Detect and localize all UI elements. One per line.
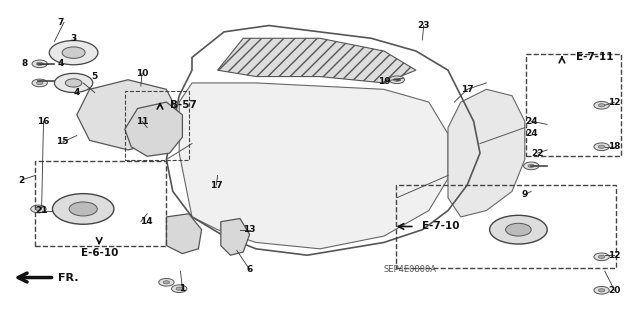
Circle shape <box>524 162 539 170</box>
Text: E-6-10: E-6-10 <box>81 248 118 258</box>
Circle shape <box>394 78 400 81</box>
Text: 17: 17 <box>210 181 223 189</box>
Polygon shape <box>77 80 179 150</box>
Circle shape <box>159 278 174 286</box>
Text: 20: 20 <box>608 286 621 295</box>
Text: E-7-11: E-7-11 <box>576 52 614 63</box>
Circle shape <box>594 101 609 109</box>
Circle shape <box>32 60 47 68</box>
Circle shape <box>490 215 547 244</box>
Text: 5: 5 <box>92 72 98 81</box>
Circle shape <box>598 255 605 258</box>
Circle shape <box>65 79 82 87</box>
Polygon shape <box>125 102 182 156</box>
Text: E-7-10: E-7-10 <box>422 221 460 232</box>
Circle shape <box>54 73 93 93</box>
Text: 21: 21 <box>35 206 48 215</box>
Text: 23: 23 <box>417 21 430 30</box>
Text: SEP4E0800A: SEP4E0800A <box>383 265 436 274</box>
Circle shape <box>598 289 605 292</box>
Circle shape <box>163 281 170 284</box>
Text: 4: 4 <box>74 88 80 97</box>
Text: 14: 14 <box>140 217 152 226</box>
Circle shape <box>528 164 534 167</box>
Polygon shape <box>166 214 202 254</box>
Circle shape <box>506 223 531 236</box>
Text: 16: 16 <box>37 117 50 126</box>
Text: B-57: B-57 <box>170 100 196 110</box>
Text: 17: 17 <box>461 85 474 94</box>
Text: 24: 24 <box>525 130 538 138</box>
Circle shape <box>594 143 609 151</box>
Text: 24: 24 <box>525 117 538 126</box>
Text: 12: 12 <box>608 251 621 260</box>
Text: 6: 6 <box>246 265 253 274</box>
Circle shape <box>594 253 609 261</box>
Text: 10: 10 <box>136 69 148 78</box>
Circle shape <box>389 76 404 84</box>
Text: 8: 8 <box>21 59 28 68</box>
Circle shape <box>62 47 85 58</box>
Circle shape <box>32 79 47 87</box>
Polygon shape <box>221 219 250 255</box>
Polygon shape <box>218 38 416 83</box>
Circle shape <box>36 81 43 85</box>
Polygon shape <box>179 83 448 249</box>
Text: 1: 1 <box>179 284 186 293</box>
Circle shape <box>49 41 98 65</box>
Text: 4: 4 <box>58 59 64 68</box>
Circle shape <box>598 104 605 107</box>
Text: 19: 19 <box>378 77 390 86</box>
Circle shape <box>69 202 97 216</box>
Text: 22: 22 <box>531 149 544 158</box>
Text: 7: 7 <box>58 18 64 27</box>
Circle shape <box>31 205 46 213</box>
Polygon shape <box>448 89 525 217</box>
Text: FR.: FR. <box>58 272 78 283</box>
Circle shape <box>35 207 42 211</box>
Text: 11: 11 <box>136 117 148 126</box>
Text: 3: 3 <box>70 34 77 43</box>
Circle shape <box>36 62 43 65</box>
Text: 9: 9 <box>522 190 528 199</box>
Text: 18: 18 <box>608 142 621 151</box>
Circle shape <box>52 194 114 224</box>
Text: 2: 2 <box>18 176 24 185</box>
Circle shape <box>594 286 609 294</box>
Text: 12: 12 <box>608 98 621 107</box>
Circle shape <box>176 287 182 290</box>
Circle shape <box>172 285 187 293</box>
Text: 13: 13 <box>243 225 256 234</box>
Text: 15: 15 <box>56 137 69 146</box>
Circle shape <box>598 145 605 148</box>
